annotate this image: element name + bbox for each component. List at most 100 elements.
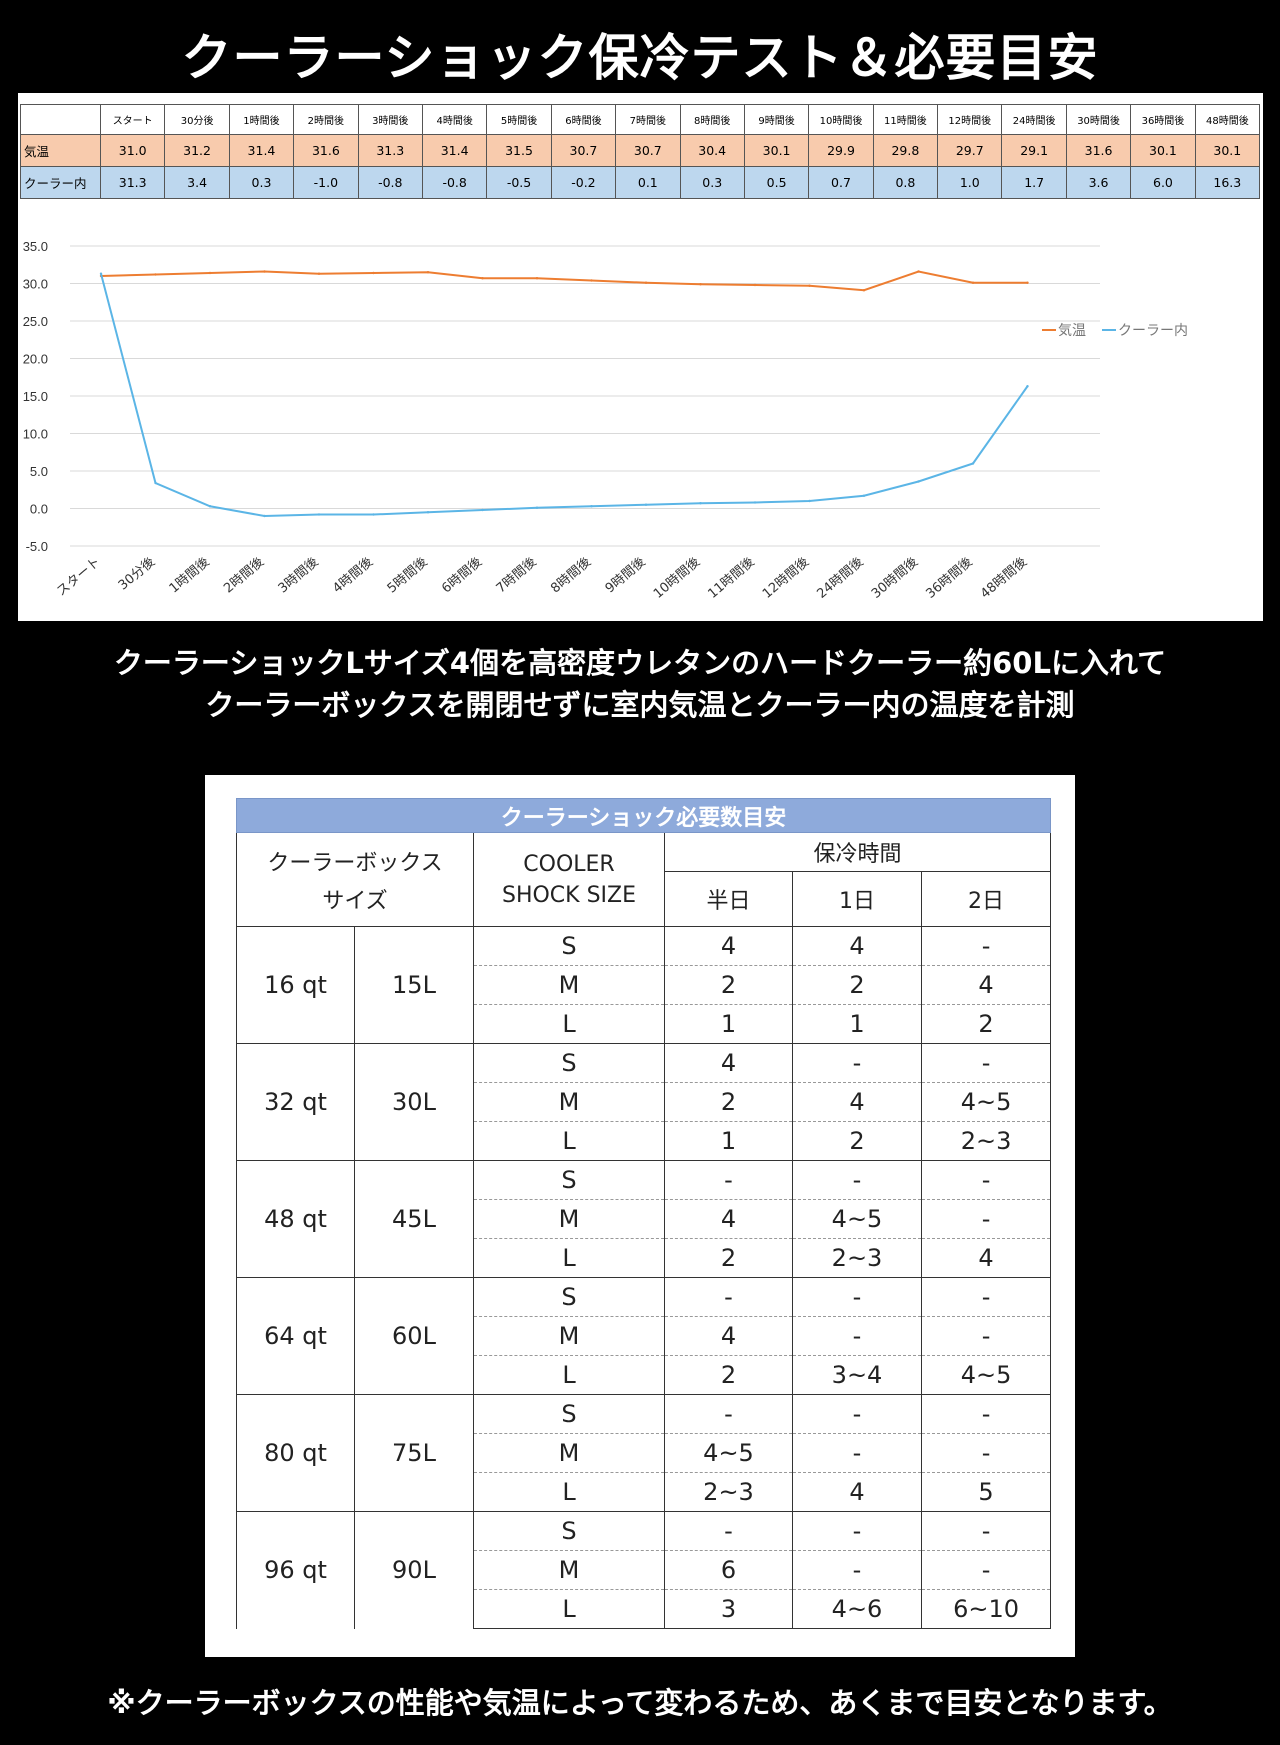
table-value-cell: 6.0 [1130, 166, 1196, 199]
shock-size-cell: L [473, 1472, 665, 1512]
data-point [99, 272, 103, 275]
header-box-size-line1: クーラーボックス [267, 850, 443, 876]
count-cell: - [792, 1316, 922, 1356]
count-cell: - [664, 1277, 793, 1317]
x-tick-label: 9時間後 [603, 555, 649, 597]
table-row: M 4 4~5- [237, 1199, 1052, 1239]
shock-size-cell: S [473, 1043, 665, 1083]
table-row: M 4~5- - [237, 1433, 1052, 1473]
count-cell: - [920, 1316, 1052, 1356]
liter-size-cell: 75L [354, 1394, 474, 1512]
table-value-cell: 31.6 [1065, 134, 1132, 167]
count-cell: - [664, 1511, 793, 1551]
legend-label: クーラー内 [1118, 323, 1188, 339]
x-tick-label: 30分後 [116, 555, 158, 594]
count-cell: - [920, 1043, 1052, 1083]
table-value-cell: 31.3 [357, 134, 423, 167]
count-cell: 4~5 [920, 1082, 1052, 1122]
x-tick-label: 4時間後 [330, 555, 376, 597]
qt-size-cell: 32 qt [236, 1043, 355, 1161]
table-header-cell: 30分後 [164, 104, 230, 135]
liter-size-cell: 45L [354, 1160, 474, 1278]
count-cell: 5 [920, 1472, 1052, 1512]
data-point [535, 506, 539, 509]
count-cell: 2~3 [664, 1472, 793, 1512]
count-cell: 4 [792, 1082, 922, 1122]
count-cell: 1 [792, 1004, 922, 1044]
data-point [263, 270, 266, 273]
x-tick-label: 12時間後 [760, 555, 812, 602]
header-half-day: 半日 [664, 871, 793, 927]
data-point [590, 279, 593, 282]
required-count-panel: クーラーショック必要数目安 クーラーボックス サイズ COOLER SHOCK … [205, 775, 1075, 1657]
x-tick-label: 11時間後 [705, 555, 757, 602]
count-cell: - [920, 1277, 1052, 1317]
count-cell: 2 [664, 1238, 793, 1278]
shock-size-cell: L [473, 1238, 665, 1278]
x-tick-label: 24時間後 [814, 555, 866, 602]
x-tick-label: 36時間後 [923, 555, 975, 602]
header-shock-size-line2: SHOCK SIZE [501, 882, 637, 908]
data-point [917, 480, 920, 483]
count-cell: 4 [664, 1043, 793, 1083]
count-cell: 4 [664, 1316, 793, 1356]
shock-size-cell: L [473, 1589, 665, 1629]
count-cell: 4 [792, 926, 922, 966]
data-point [1026, 281, 1029, 284]
count-cell: 4 [664, 926, 793, 966]
count-cell: 2 [664, 1082, 793, 1122]
header-box-size-line2: サイズ [322, 888, 388, 914]
liter-size-cell: 30L [354, 1043, 474, 1161]
table-row: 80 qt 75L S - - - [236, 1394, 1052, 1512]
table-value-cell: 31.4 [421, 134, 488, 167]
count-cell: 2~3 [792, 1238, 922, 1278]
count-cell: 4 [664, 1199, 793, 1239]
data-point [862, 494, 866, 497]
table-value-cell: 29.7 [937, 134, 1003, 167]
data-point [481, 277, 484, 280]
count-cell: - [792, 1550, 922, 1590]
table-row-label: クーラー内 [20, 166, 101, 199]
count-cell: 4~5 [664, 1433, 793, 1473]
count-cell: 4 [920, 1238, 1052, 1278]
data-point [917, 270, 920, 273]
data-point [317, 513, 321, 516]
shock-size-cell: L [473, 1004, 665, 1044]
table-value-cell: 31.2 [164, 134, 230, 167]
count-cell: 6~10 [920, 1589, 1052, 1629]
required-count-table: クーラーショック必要数目安 クーラーボックス サイズ COOLER SHOCK … [235, 798, 1052, 1629]
data-point [317, 272, 321, 275]
data-point [481, 508, 484, 512]
table-header-cell: 6時間後 [550, 104, 617, 135]
table-row: 48 qt 45L S - - - [236, 1160, 1052, 1278]
liter-size-cell: 90L [354, 1511, 474, 1629]
table-value-cell: 0.1 [615, 166, 681, 199]
count-cell: 4~5 [920, 1355, 1052, 1395]
table-row: L 2~3 4 5 [237, 1472, 1052, 1512]
data-point [426, 271, 430, 274]
count-cell: - [920, 1433, 1052, 1473]
qt-size-cell: 16 qt [236, 926, 355, 1044]
table-value-cell: -0.8 [421, 166, 488, 199]
x-tick-label: 8時間後 [548, 555, 594, 597]
count-cell: 4~5 [792, 1199, 922, 1239]
qt-size-cell: 48 qt [236, 1160, 355, 1278]
count-cell: 2 [664, 1355, 793, 1395]
liter-size-cell: 60L [354, 1277, 474, 1395]
table-title: クーラーショック必要数目安 [235, 798, 1052, 833]
table-value-cell: 1.7 [1001, 166, 1067, 199]
data-point [644, 281, 648, 284]
data-point [590, 505, 593, 508]
table-value-cell: 0.7 [808, 166, 874, 199]
x-tick-label: スタート [54, 555, 103, 600]
count-cell: - [792, 1511, 922, 1551]
shock-size-cell: M [473, 1550, 665, 1590]
shock-size-cell: M [473, 1316, 665, 1356]
count-cell: 6 [664, 1550, 793, 1590]
table-row: 32 qt 30L S 4- - [236, 1043, 1052, 1161]
table-value-cell: 29.9 [808, 134, 874, 167]
y-tick-label: 0.0 [30, 502, 48, 517]
shock-size-cell: M [473, 1082, 665, 1122]
